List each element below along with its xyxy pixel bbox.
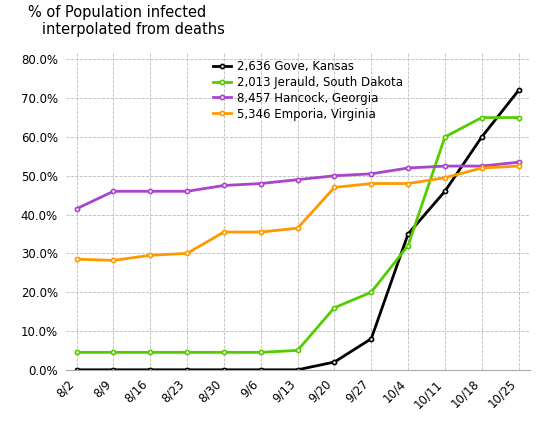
2,636 Gove, Kansas xyxy=(258,367,264,372)
2,636 Gove, Kansas xyxy=(147,367,153,372)
2,636 Gove, Kansas xyxy=(73,367,80,372)
2,636 Gove, Kansas xyxy=(110,367,117,372)
2,013 Jerauld, South Dakota xyxy=(258,350,264,355)
Text: % of Population infected
   interpolated from deaths: % of Population infected interpolated fr… xyxy=(28,5,225,37)
8,457 Hancock, Georgia xyxy=(368,171,375,176)
2,013 Jerauld, South Dakota xyxy=(368,290,375,295)
Line: 2,013 Jerauld, South Dakota: 2,013 Jerauld, South Dakota xyxy=(74,116,521,354)
2,636 Gove, Kansas xyxy=(184,367,191,372)
2,013 Jerauld, South Dakota xyxy=(405,243,411,248)
2,636 Gove, Kansas xyxy=(331,359,337,365)
2,013 Jerauld, South Dakota xyxy=(73,350,80,355)
8,457 Hancock, Georgia xyxy=(515,160,522,165)
5,346 Emporia, Virginia xyxy=(110,258,117,263)
2,636 Gove, Kansas xyxy=(221,367,227,372)
5,346 Emporia, Virginia xyxy=(405,181,411,186)
8,457 Hancock, Georgia xyxy=(294,177,301,182)
8,457 Hancock, Georgia xyxy=(331,173,337,178)
8,457 Hancock, Georgia xyxy=(478,163,485,169)
2,013 Jerauld, South Dakota xyxy=(515,115,522,120)
5,346 Emporia, Virginia xyxy=(221,230,227,235)
Line: 5,346 Emporia, Virginia: 5,346 Emporia, Virginia xyxy=(74,164,521,262)
2,013 Jerauld, South Dakota xyxy=(442,135,448,140)
2,636 Gove, Kansas xyxy=(442,189,448,194)
2,013 Jerauld, South Dakota xyxy=(294,348,301,353)
8,457 Hancock, Georgia xyxy=(73,206,80,211)
5,346 Emporia, Virginia xyxy=(294,226,301,231)
8,457 Hancock, Georgia xyxy=(258,181,264,186)
2,636 Gove, Kansas xyxy=(405,231,411,236)
2,013 Jerauld, South Dakota xyxy=(147,350,153,355)
2,636 Gove, Kansas xyxy=(368,336,375,341)
8,457 Hancock, Georgia xyxy=(405,166,411,171)
5,346 Emporia, Virginia xyxy=(147,253,153,258)
8,457 Hancock, Georgia xyxy=(147,189,153,194)
2,636 Gove, Kansas xyxy=(294,367,301,372)
8,457 Hancock, Georgia xyxy=(110,189,117,194)
2,013 Jerauld, South Dakota xyxy=(221,350,227,355)
5,346 Emporia, Virginia xyxy=(73,257,80,262)
5,346 Emporia, Virginia xyxy=(258,230,264,235)
2,013 Jerauld, South Dakota xyxy=(478,115,485,120)
2,013 Jerauld, South Dakota xyxy=(110,350,117,355)
5,346 Emporia, Virginia xyxy=(515,163,522,169)
2,636 Gove, Kansas xyxy=(478,135,485,140)
8,457 Hancock, Georgia xyxy=(442,163,448,169)
5,346 Emporia, Virginia xyxy=(442,175,448,180)
5,346 Emporia, Virginia xyxy=(368,181,375,186)
5,346 Emporia, Virginia xyxy=(478,166,485,171)
2,636 Gove, Kansas xyxy=(515,88,522,93)
8,457 Hancock, Georgia xyxy=(221,183,227,188)
2,013 Jerauld, South Dakota xyxy=(331,305,337,310)
8,457 Hancock, Georgia xyxy=(184,189,191,194)
Line: 2,636 Gove, Kansas: 2,636 Gove, Kansas xyxy=(74,88,521,372)
Legend: 2,636 Gove, Kansas, 2,013 Jerauld, South Dakota, 8,457 Hancock, Georgia, 5,346 E: 2,636 Gove, Kansas, 2,013 Jerauld, South… xyxy=(211,58,405,123)
5,346 Emporia, Virginia xyxy=(331,185,337,190)
2,013 Jerauld, South Dakota xyxy=(184,350,191,355)
5,346 Emporia, Virginia xyxy=(184,251,191,256)
Line: 8,457 Hancock, Georgia: 8,457 Hancock, Georgia xyxy=(74,160,521,211)
